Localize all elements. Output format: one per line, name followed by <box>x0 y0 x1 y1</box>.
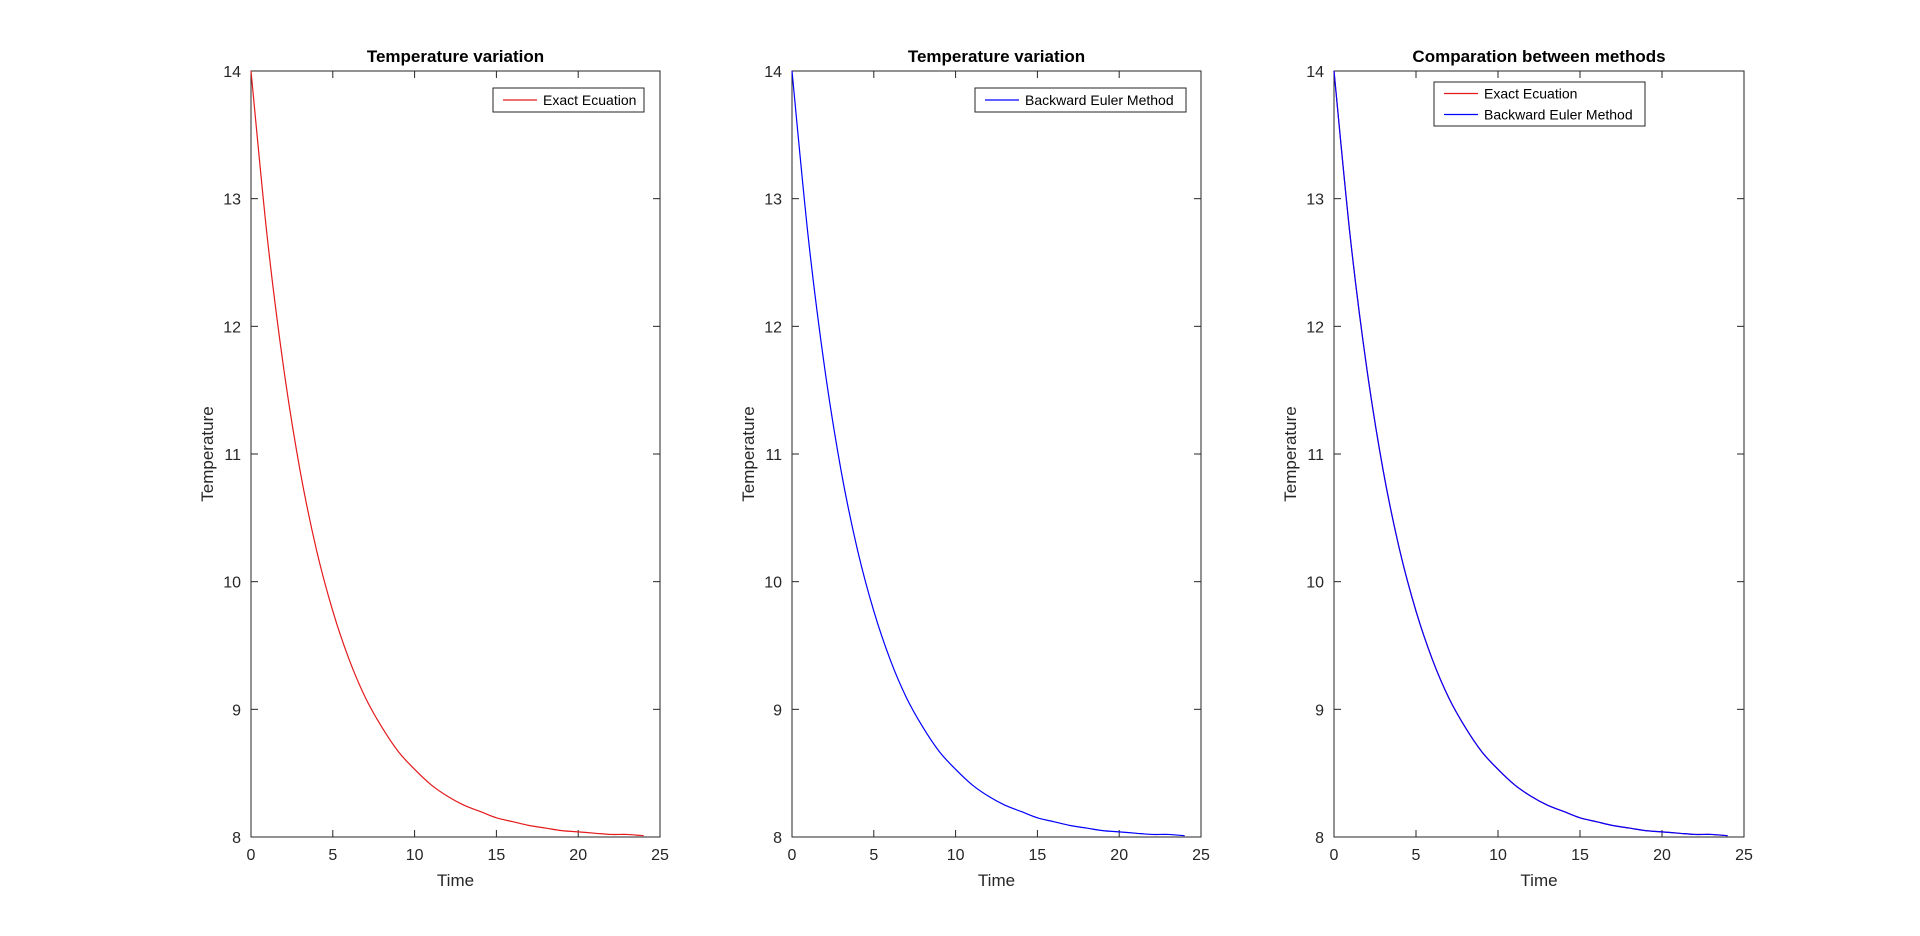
x-tick-label: 25 <box>651 847 669 864</box>
y-tick-label: 13 <box>1306 192 1324 209</box>
x-tick-label: 5 <box>1412 847 1421 864</box>
x-tick-label: 0 <box>1330 847 1339 864</box>
y-tick-label: 13 <box>764 192 782 209</box>
legend: Backward Euler Method <box>974 87 1187 113</box>
x-axis-label: Time <box>978 871 1015 890</box>
series-line-1 <box>1333 70 1728 837</box>
x-tick-label: 20 <box>1653 847 1671 864</box>
plot-area-box <box>250 70 661 838</box>
x-tick-label: 15 <box>1029 847 1047 864</box>
x-tick-label: 15 <box>488 847 506 864</box>
legend-box <box>1433 81 1646 127</box>
chart-panel-3: 0 5 10 15 20 25 8 9 10 11 12 13 14 Comparation betwee… <box>1281 47 1753 890</box>
y-tick-label: 10 <box>764 575 782 592</box>
y-tick-label: 10 <box>223 575 241 592</box>
y-tick-label: 12 <box>764 319 782 336</box>
chart-title: Comparation between methods <box>1412 47 1665 66</box>
x-tick-label: 10 <box>406 847 424 864</box>
y-tick-label: 13 <box>223 192 241 209</box>
series-line-1 <box>791 70 1185 837</box>
x-tick-label: 25 <box>1735 847 1753 864</box>
legend-label: Exact Ecuation <box>1484 86 1577 102</box>
y-tick-label: 11 <box>224 447 241 464</box>
y-tick-label: 14 <box>764 64 782 81</box>
y-axis-label: Temperature <box>1281 406 1300 501</box>
y-tick-label: 12 <box>1306 319 1324 336</box>
series-line-2 <box>1333 70 1728 837</box>
y-tick-label: 8 <box>773 830 782 847</box>
x-tick-label: 0 <box>247 847 256 864</box>
legend-label: Backward Euler Method <box>1484 107 1633 123</box>
x-tick-label: 20 <box>1110 847 1128 864</box>
x-tick-label: 5 <box>869 847 878 864</box>
y-tick-label: 12 <box>223 319 241 336</box>
y-tick-label: 9 <box>773 702 782 719</box>
y-tick-label: 11 <box>1307 447 1324 464</box>
x-tick-label: 20 <box>569 847 587 864</box>
chart-panel-1: 0 5 10 15 20 25 8 9 10 11 12 13 14 Temperature variat… <box>198 47 669 890</box>
x-axis-label: Time <box>1520 871 1557 890</box>
x-tick-label: 5 <box>328 847 337 864</box>
y-tick-label: 11 <box>765 447 782 464</box>
x-axis-label: Time <box>437 871 474 890</box>
chart-panel-2: 0 5 10 15 20 25 8 9 10 11 12 13 14 Temperature variat… <box>739 47 1210 890</box>
legend: Exact Ecuation <box>492 87 645 113</box>
x-tick-label: 0 <box>788 847 797 864</box>
y-tick-label: 9 <box>232 702 241 719</box>
legend: Exact Ecuation Backward Euler Method <box>1433 81 1646 127</box>
plot-area-box <box>1333 70 1745 838</box>
legend-label: Backward Euler Method <box>1025 92 1174 108</box>
y-tick-label: 10 <box>1306 575 1324 592</box>
x-tick-label: 25 <box>1192 847 1210 864</box>
y-tick-label: 8 <box>1315 830 1324 847</box>
series-line-1 <box>250 70 644 837</box>
y-tick-label: 8 <box>232 830 241 847</box>
chart-title: Temperature variation <box>908 47 1085 66</box>
plot-area-box <box>791 70 1202 838</box>
y-tick-label: 14 <box>1306 64 1324 81</box>
x-tick-label: 15 <box>1571 847 1589 864</box>
chart-title: Temperature variation <box>367 47 544 66</box>
y-axis-label: Temperature <box>198 406 217 501</box>
legend-label: Exact Ecuation <box>543 92 636 108</box>
y-axis-label: Temperature <box>739 406 758 501</box>
x-tick-label: 10 <box>1489 847 1507 864</box>
y-tick-label: 9 <box>1315 702 1324 719</box>
y-tick-label: 14 <box>223 64 241 81</box>
x-tick-label: 10 <box>947 847 965 864</box>
